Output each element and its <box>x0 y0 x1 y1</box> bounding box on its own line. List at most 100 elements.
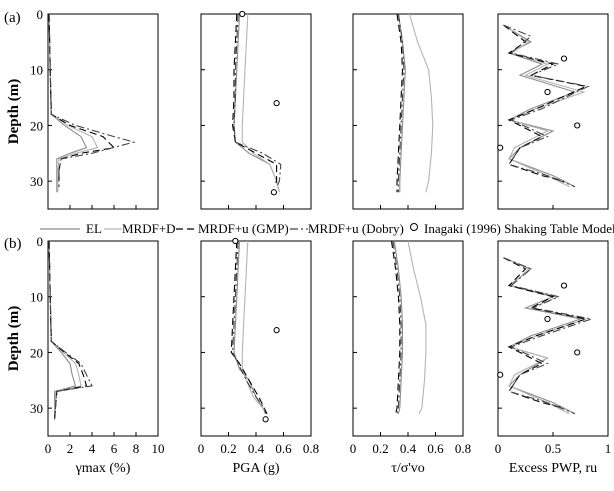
legend-item-mrdf-d: MRDF+D <box>104 221 176 236</box>
x-tick-label: 1 <box>605 441 612 456</box>
y-tick-label: 20 <box>30 345 43 360</box>
y-tick-label: 10 <box>30 290 43 305</box>
data-point-inagaki-1996-shaking-table-model <box>544 315 551 323</box>
plot-a-4 <box>497 13 609 210</box>
data-point-inagaki-1996-shaking-table-model <box>273 327 280 334</box>
data-point-inagaki-1996-shaking-table-model <box>270 189 277 196</box>
legend-label-inagaki: Inagaki (1996) Shaking Table Model <box>424 221 614 236</box>
x-tick-label: 0 <box>495 441 502 456</box>
plot-frame <box>200 240 312 437</box>
panel-label-a: (a) <box>4 10 21 26</box>
series-line-mrdf-u-dobry <box>392 240 402 414</box>
legend-marker-inagaki <box>410 223 418 231</box>
series-line-el <box>48 240 77 420</box>
series-line-mrdf-d <box>241 240 267 414</box>
data-point-inagaki-1996-shaking-table-model <box>544 88 551 96</box>
data-point-inagaki-1996-shaking-table-model <box>574 122 581 129</box>
data-point-inagaki-1996-shaking-table-model <box>232 237 239 245</box>
series-line-mrdf-d <box>407 240 427 414</box>
x-tick-label: 0.4 <box>248 441 265 456</box>
x-tick-label: 0 <box>198 441 205 456</box>
series-line-mrdf-u-gmp <box>396 13 404 193</box>
plot-a-1: 0 10 20 30 <box>30 7 159 210</box>
y-axis-title: Depth (m) <box>6 306 22 371</box>
x-tick-label: 8 <box>133 441 140 456</box>
x-tick-label: 0.6 <box>427 441 444 456</box>
data-point-inagaki-1996-shaking-table-model <box>262 416 269 423</box>
series-line-el <box>393 240 404 414</box>
plot-b-4: 0 0.5 1 <box>495 240 612 456</box>
x-tick-label: 0.2 <box>372 441 388 456</box>
series-line-mrdf-d <box>408 13 434 193</box>
series-line-mrdf-u-dobry <box>48 13 136 187</box>
y-tick-label: 30 <box>30 174 43 189</box>
legend-label-mrdf-u-gmp: MRDF+u (GMP) <box>198 221 289 236</box>
plot-a-3 <box>352 13 464 210</box>
series-line-mrdf-u-dobry <box>397 13 405 193</box>
series-line-mrdf-u-dobry <box>48 240 93 420</box>
legend-item-mrdf-u-gmp: MRDF+u (GMP) <box>176 221 289 236</box>
x-axis-title-3: τ/σ'vo <box>391 461 425 476</box>
legend-label-mrdf-d: MRDF+D <box>122 221 176 236</box>
x-axis-title-4: Excess PWP, ru <box>509 461 597 476</box>
y-tick-label: 20 <box>30 118 43 133</box>
series-line-mrdf-u-gmp <box>503 24 588 182</box>
plot-frame <box>47 240 159 437</box>
legend-item-mrdf-u-dobry: MRDF+u (Dobry) <box>290 221 404 236</box>
plot-frame <box>200 13 312 210</box>
series-line-mrdf-u-gmp <box>503 257 589 409</box>
y-axis-title: Depth (m) <box>6 79 22 144</box>
y-tick-label: 0 <box>37 7 44 22</box>
data-point-inagaki-1996-shaking-table-model <box>560 282 568 289</box>
series-line-el <box>48 13 88 193</box>
data-point-inagaki-1996-shaking-table-model <box>574 349 581 356</box>
series-line-mrdf-d <box>241 13 280 193</box>
y-tick-label: 0 <box>37 234 44 249</box>
x-tick-label: 6 <box>111 441 118 456</box>
legend: EL MRDF+D MRDF+u (GMP) MRDF+u (Dobry) In… <box>40 221 614 236</box>
plot-frame <box>47 13 159 210</box>
legend-label-mrdf-u-dobry: MRDF+u (Dobry) <box>308 221 404 236</box>
data-point-inagaki-1996-shaking-table-model <box>239 10 246 18</box>
x-tick-label: 0.2 <box>220 441 236 456</box>
series-line-mrdf-u-gmp <box>230 240 268 414</box>
series-line-el <box>503 24 577 188</box>
x-tick-label: 0 <box>350 441 357 456</box>
x-tick-label: 10 <box>152 441 165 456</box>
plot-a-2 <box>200 10 312 210</box>
legend-label-el: EL <box>86 221 102 236</box>
x-tick-label: 0.5 <box>545 441 561 456</box>
series-line-mrdf-u-dobry <box>232 240 267 414</box>
y-tick-label: 10 <box>30 63 43 78</box>
legend-item-inagaki: Inagaki (1996) Shaking Table Model <box>410 221 614 236</box>
plot-b-3: 0 0.2 0.4 0.6 0.8 <box>350 240 471 456</box>
data-point-inagaki-1996-shaking-table-model <box>560 55 568 62</box>
data-point-inagaki-1996-shaking-table-model <box>273 100 280 107</box>
x-tick-label: 0.6 <box>275 441 292 456</box>
x-axis-title-1: γmax (%) <box>75 461 131 476</box>
panel-label-b: (b) <box>4 236 22 252</box>
plot-frame <box>497 240 609 437</box>
series-line-mrdf-u-dobry <box>233 13 282 187</box>
x-tick-label: 0.4 <box>400 441 417 456</box>
plot-frame <box>497 13 609 210</box>
x-tick-label: 2 <box>67 441 74 456</box>
x-tick-label: 4 <box>89 441 96 456</box>
y-tick-label: 30 <box>30 401 43 416</box>
x-tick-label: 0 <box>45 441 52 456</box>
series-line-mrdf-u-dobry <box>503 257 594 415</box>
plot-b-2: 0 0.2 0.4 0.6 0.8 <box>198 237 319 456</box>
series-line-el <box>233 13 280 193</box>
x-tick-label: 0.8 <box>303 441 319 456</box>
legend-item-el: EL <box>40 221 102 236</box>
data-point-inagaki-1996-shaking-table-model <box>497 371 504 378</box>
series-line-mrdf-d <box>48 240 82 420</box>
x-tick-label: 0.8 <box>455 441 471 456</box>
plot-frame <box>352 240 464 437</box>
plot-frame <box>352 13 464 210</box>
data-point-inagaki-1996-shaking-table-model <box>497 144 504 151</box>
x-axis-titles: γmax (%) PGA (g) τ/σ'vo Excess PWP, ru <box>75 461 598 476</box>
series-line-mrdf-u-gmp <box>232 13 278 187</box>
